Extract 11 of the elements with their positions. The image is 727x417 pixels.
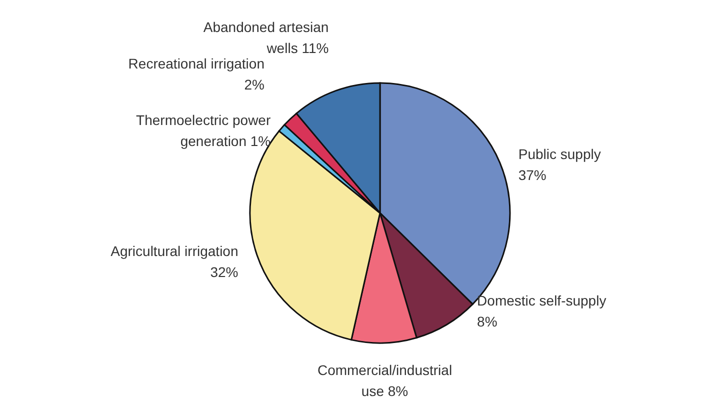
slice-label: Public supply	[518, 146, 601, 162]
slice-label: Domestic self-supply	[477, 292, 606, 309]
data-label: 37%	[518, 167, 546, 184]
data-label: 32%	[210, 264, 238, 280]
slice-label: Abandoned artesian wells 11%	[203, 19, 329, 56]
slice-label: Commercial/industrial use 8%	[317, 362, 452, 399]
data-label: 8%	[477, 314, 498, 330]
slice-label: Thermoelectric power generation 1%	[136, 112, 271, 149]
slice-label: Agricultural irrigation	[110, 243, 238, 260]
slice-label: Recreational irrigation	[128, 55, 264, 72]
data-label: 2%	[244, 76, 264, 92]
